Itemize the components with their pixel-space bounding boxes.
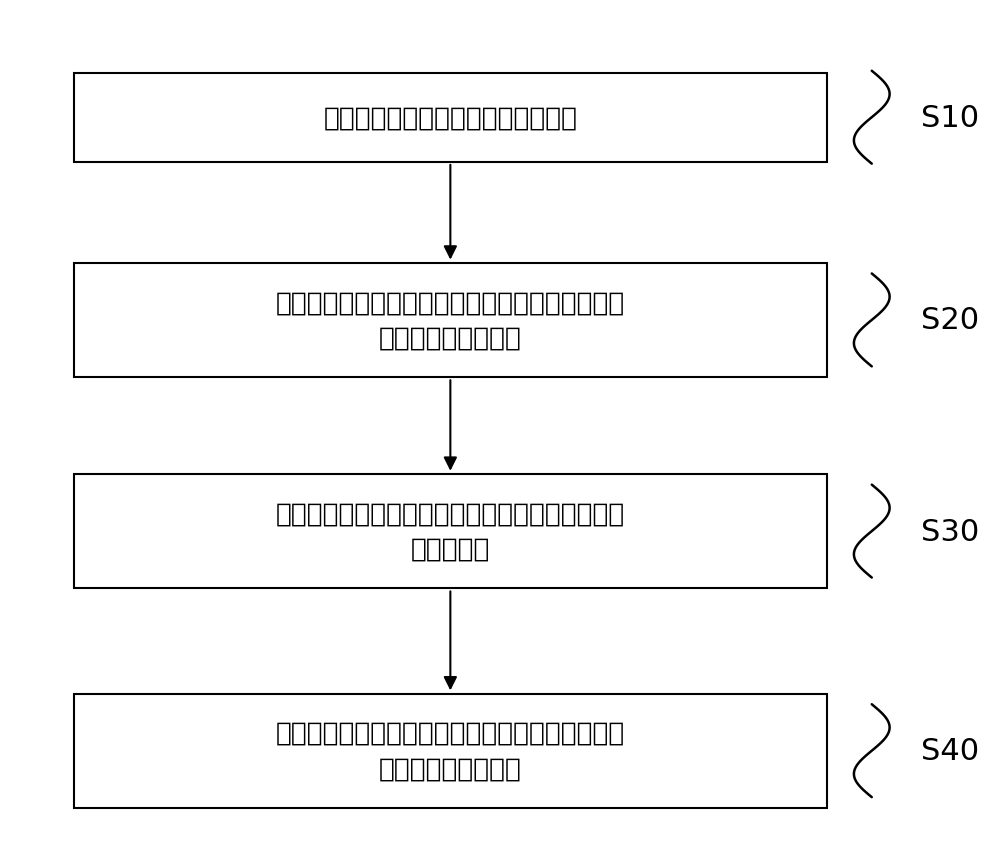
Text: S10: S10 <box>921 104 979 133</box>
Text: S20: S20 <box>921 306 979 335</box>
Text: 根据所述排气温度变化值确定所述压缩机的排气温: 根据所述排气温度变化值确定所述压缩机的排气温 <box>276 501 625 527</box>
FancyBboxPatch shape <box>74 694 827 808</box>
FancyBboxPatch shape <box>74 74 827 163</box>
Text: S40: S40 <box>921 736 979 765</box>
Text: 度变化趋势: 度变化趋势 <box>411 536 490 562</box>
Text: 根据所述排气温度变化趋势对所述空调器的电子膨: 根据所述排气温度变化趋势对所述空调器的电子膨 <box>276 720 625 746</box>
FancyBboxPatch shape <box>74 263 827 377</box>
FancyBboxPatch shape <box>74 475 827 589</box>
Text: 基于所述实测排气温度计算所述压缩机在预设周期: 基于所述实测排气温度计算所述压缩机在预设周期 <box>276 290 625 316</box>
Text: 监测空调器的压缩机的实测排气温度: 监测空调器的压缩机的实测排气温度 <box>323 105 577 131</box>
Text: 内的排气温度变化值: 内的排气温度变化值 <box>379 325 522 351</box>
Text: 胀阀的开度进行调节: 胀阀的开度进行调节 <box>379 756 522 781</box>
Text: S30: S30 <box>921 517 980 546</box>
